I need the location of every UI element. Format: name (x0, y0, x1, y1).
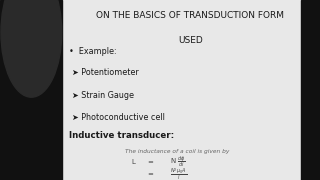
Text: The inductance of a coil is given by: The inductance of a coil is given by (125, 148, 229, 154)
Text: ON THE BASICS OF TRANSDUCTION FORM: ON THE BASICS OF TRANSDUCTION FORM (96, 11, 284, 20)
Text: L: L (131, 159, 135, 165)
Text: ➤ Photoconductive cell: ➤ Photoconductive cell (72, 113, 165, 122)
Text: ➤ Strain Gauge: ➤ Strain Gauge (72, 91, 134, 100)
Text: =: = (147, 172, 153, 178)
Text: Inductive transducer:: Inductive transducer: (69, 131, 174, 140)
Text: =: = (147, 159, 153, 165)
Text: $\frac{N^2 \mu_0 A}{l}$: $\frac{N^2 \mu_0 A}{l}$ (170, 166, 187, 180)
Text: N $\frac{d\phi}{di}$: N $\frac{d\phi}{di}$ (170, 155, 185, 169)
Text: •  Example:: • Example: (69, 47, 116, 56)
Text: USED: USED (178, 36, 203, 45)
Text: ➤ Potentiometer: ➤ Potentiometer (72, 68, 139, 77)
